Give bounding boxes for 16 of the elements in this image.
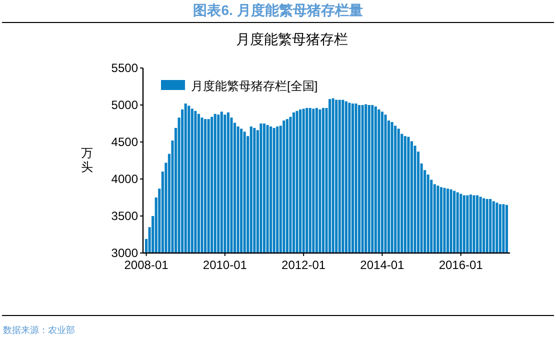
y-tick-label: 5500 [111, 61, 138, 75]
y-axis-title: 万头 [81, 146, 93, 174]
chart-subtitle: 月度能繁母猪存栏 [236, 31, 348, 47]
x-tick-label: 2014-01 [360, 258, 405, 272]
y-tick-label: 3500 [111, 209, 138, 223]
x-tick-label: 2012-01 [282, 258, 326, 272]
x-tick-label: 2010-01 [202, 258, 248, 272]
x-tick-label: 2008-01 [124, 258, 169, 272]
y-tick-label: 3000 [111, 246, 138, 260]
chart-title: 图表6. 月度能繁母猪存栏量 [193, 2, 363, 18]
legend-label: 月度能繁母猪存栏[全国] [191, 79, 318, 93]
source-note: 数据来源：农业部 [3, 325, 75, 335]
y-tick-label: 4500 [111, 135, 138, 149]
x-tick-label: 2016-01 [438, 258, 484, 272]
y-tick-label: 4000 [111, 172, 138, 186]
y-tick-label: 5000 [111, 98, 138, 112]
